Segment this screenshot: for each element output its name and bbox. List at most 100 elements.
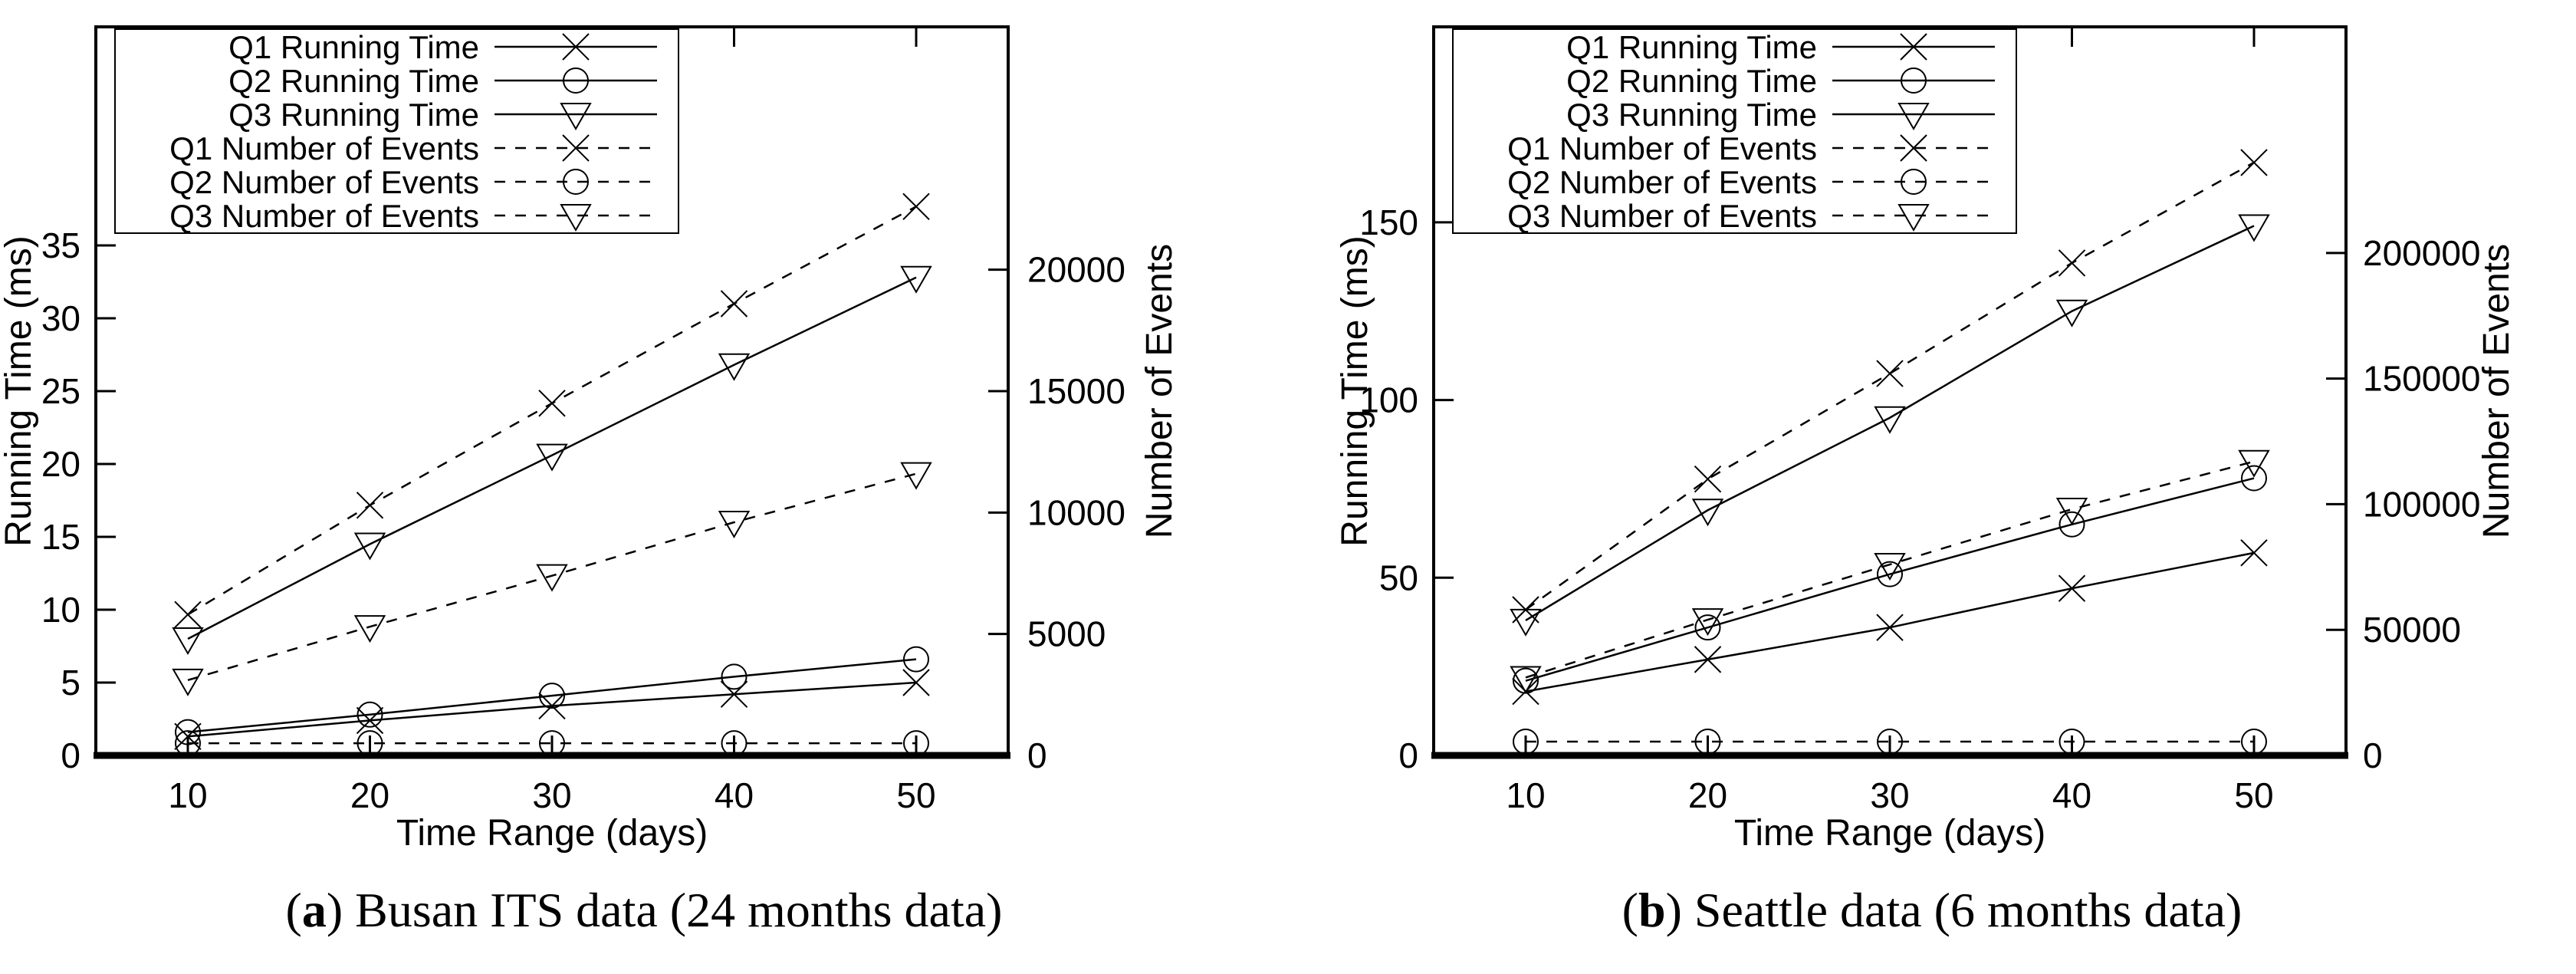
circle-marker xyxy=(2241,728,2267,755)
circle-marker xyxy=(1877,728,1903,755)
circle-marker xyxy=(721,730,748,757)
legend-item: Q2 Number of Events xyxy=(169,164,657,200)
series-line xyxy=(187,206,917,616)
series-line xyxy=(187,681,917,738)
x-tick-label: 30 xyxy=(532,775,571,815)
legend-item: Q2 Running Time xyxy=(1566,63,1995,99)
y1-tick-label: 0 xyxy=(61,735,80,775)
series-line xyxy=(1525,460,2255,679)
triangle-down-marker xyxy=(2238,449,2270,478)
caption-a-open: ( xyxy=(285,883,302,937)
triangle-down-marker xyxy=(1874,553,1906,581)
caption-b: (b) Seattle data (6 months data) xyxy=(1288,882,2576,939)
caption-a: (a) Busan ITS data (24 months data) xyxy=(0,882,1288,939)
series-q1-number-of-events xyxy=(174,192,930,629)
caption-a-text: Busan ITS data (24 months data) xyxy=(343,883,1003,937)
cross-marker xyxy=(2058,574,2086,602)
legend-item: Q3 Running Time xyxy=(228,97,657,133)
y1-tick-label: 150 xyxy=(1359,202,1418,242)
cross-marker xyxy=(902,669,930,696)
legend-label: Q3 Running Time xyxy=(228,97,479,133)
caption-b-open: ( xyxy=(1622,883,1638,937)
legend-item: Q3 Running Time xyxy=(1566,97,1995,133)
x-tick-label: 10 xyxy=(1506,775,1545,815)
y1-tick-label: 15 xyxy=(41,517,80,557)
y2-tick-label: 200000 xyxy=(2363,233,2481,273)
series-line xyxy=(1525,477,2255,682)
series-q2-number-of-events xyxy=(175,730,929,757)
series-q3-running-time xyxy=(1510,214,2270,637)
triangle-down-marker xyxy=(2238,214,2270,242)
x-axis-title: Time Range (days) xyxy=(396,813,708,854)
triangle-down-marker xyxy=(900,462,932,490)
circle-marker xyxy=(1877,561,1903,587)
chart-b-plot: 10 20 30 40 50 Time Range (days) 0 50 100 150Runn… xyxy=(1335,25,2517,854)
y1-tick-label: 0 xyxy=(1398,735,1418,775)
y1-tick-label: 30 xyxy=(41,298,80,338)
triangle-down-marker xyxy=(1898,103,1930,131)
series-line xyxy=(187,658,917,733)
circle-marker xyxy=(1901,67,1927,94)
x-axis: 10 20 30 40 50 Time Range (days) xyxy=(1506,27,2274,854)
x-tick-label: 10 xyxy=(168,775,207,815)
triangle-down-marker xyxy=(718,353,751,381)
circle-marker xyxy=(175,730,201,757)
x-tick-label: 50 xyxy=(2234,775,2273,815)
circle-marker xyxy=(175,719,201,745)
cross-marker xyxy=(2240,149,2268,176)
legend-box xyxy=(1452,28,2017,234)
x-tick-label: 20 xyxy=(350,775,389,815)
caption-a-letter: a xyxy=(301,883,327,937)
triangle-down-marker xyxy=(560,204,592,232)
circle-marker xyxy=(539,730,565,757)
legend-item: Q1 Running Time xyxy=(228,29,657,65)
legend-box xyxy=(114,28,679,234)
y1-axis-title: Running Time (ms) xyxy=(0,235,39,546)
legend-item: Q2 Running Time xyxy=(228,63,657,99)
legend-label: Q1 Running Time xyxy=(1566,29,1817,65)
cross-marker xyxy=(538,390,566,417)
y2-axis-title: Number of Events xyxy=(1139,244,1180,538)
legend-label: Q2 Number of Events xyxy=(1507,164,1817,200)
triangle-down-marker xyxy=(536,564,568,592)
legend-item: Q3 Number of Events xyxy=(1507,198,1995,234)
y2-tick-label: 150000 xyxy=(2363,359,2481,399)
y2-tick-label: 15000 xyxy=(1027,371,1125,411)
y2-tick-label: 5000 xyxy=(1027,614,1106,654)
x-tick-label: 20 xyxy=(1688,775,1727,815)
series-line xyxy=(187,472,917,682)
triangle-down-marker xyxy=(172,668,204,696)
y2-tick-label: 20000 xyxy=(1027,250,1125,290)
x-tick-label: 50 xyxy=(896,775,935,815)
circle-marker xyxy=(1694,614,1721,641)
circle-marker xyxy=(563,67,589,94)
chart-b-panel: 10 20 30 40 50 Time Range (days) 0 50 100 150 Runn… xyxy=(1288,0,2576,974)
cross-marker xyxy=(720,290,748,318)
legend-item: Q1 Running Time xyxy=(1566,29,1995,65)
cross-marker xyxy=(562,134,590,162)
triangle-down-marker xyxy=(1691,499,1724,527)
y1-tick-label: 100 xyxy=(1359,380,1418,420)
y1-tick-label: 10 xyxy=(41,590,80,630)
triangle-down-marker xyxy=(353,532,386,561)
triangle-down-marker xyxy=(1510,666,1542,694)
cross-marker xyxy=(1694,465,1722,493)
circle-marker xyxy=(903,646,929,673)
triangle-down-marker xyxy=(353,615,386,643)
legend-item: Q1 Number of Events xyxy=(1507,130,1995,166)
x-tick-label: 30 xyxy=(1870,775,1909,815)
triangle-down-marker xyxy=(536,443,568,472)
cross-marker xyxy=(562,33,590,61)
cross-marker xyxy=(174,601,202,629)
legend-label: Q1 Number of Events xyxy=(169,130,479,166)
y2-axis-title: Number of Events xyxy=(2476,244,2517,538)
y1-tick-label: 20 xyxy=(41,444,80,484)
y2-tick-label: 0 xyxy=(1027,735,1047,775)
series-q2-number-of-events xyxy=(1513,728,2267,755)
series-line xyxy=(187,276,917,640)
